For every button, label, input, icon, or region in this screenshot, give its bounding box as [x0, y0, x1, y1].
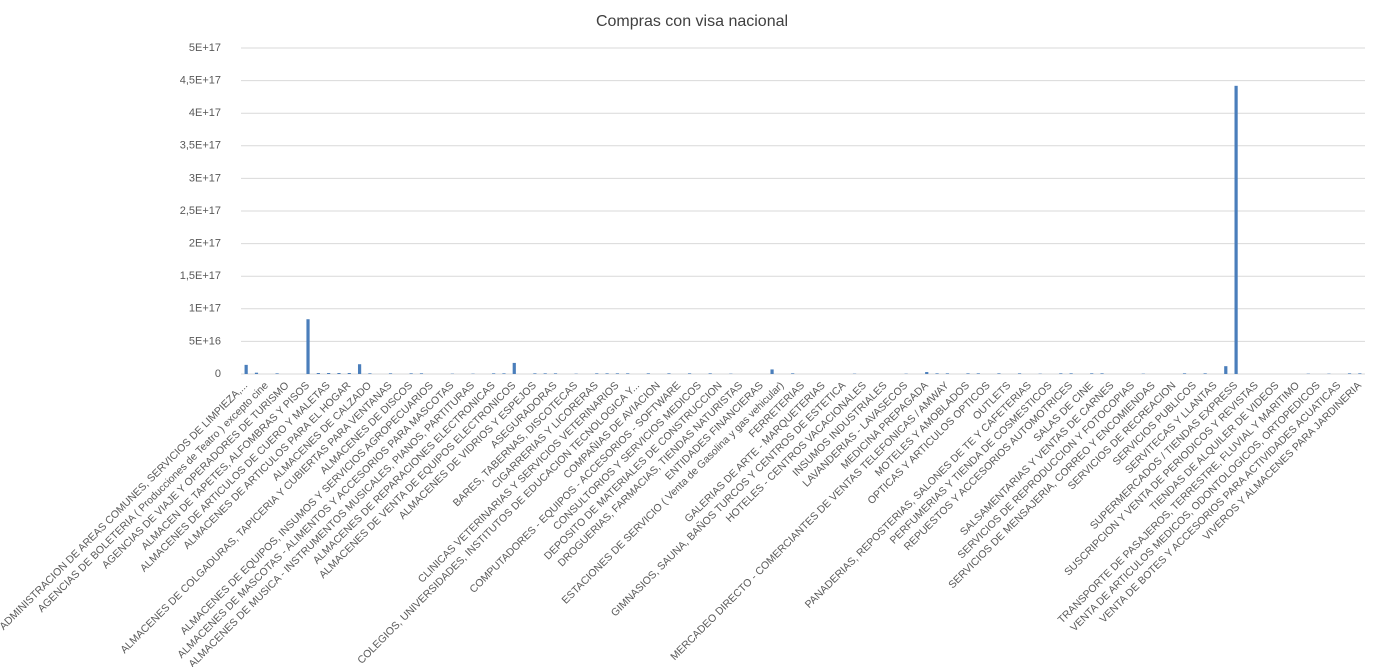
bar — [1059, 373, 1063, 374]
bar — [1358, 373, 1362, 374]
bar — [543, 373, 547, 374]
y-tick-label: 3,5E+17 — [180, 140, 221, 152]
bar — [1100, 373, 1104, 374]
bar — [502, 373, 506, 374]
y-tick-label: 4E+17 — [189, 107, 221, 119]
bar — [553, 373, 558, 374]
bar — [512, 362, 516, 374]
bar — [687, 373, 692, 374]
bar — [1347, 373, 1352, 374]
bar — [419, 373, 424, 374]
bar — [347, 373, 351, 374]
bar — [1224, 366, 1228, 374]
y-tick-label: 1,5E+17 — [180, 270, 221, 282]
bar — [945, 373, 949, 374]
bar — [615, 373, 619, 374]
bar — [1090, 373, 1094, 374]
bar — [275, 373, 279, 374]
y-tick-label: 1E+17 — [189, 303, 221, 315]
bar — [409, 373, 413, 374]
bar — [1017, 373, 1022, 374]
chart-title: Compras con visa nacional — [596, 13, 788, 30]
bar — [605, 373, 609, 374]
bar — [976, 373, 980, 374]
bar — [388, 373, 393, 374]
y-tick-label: 2E+17 — [189, 238, 221, 250]
bar — [368, 373, 372, 374]
bar — [966, 373, 970, 374]
bar — [1203, 373, 1207, 374]
bar — [1069, 373, 1073, 374]
bar — [997, 373, 1001, 374]
bar — [327, 373, 331, 374]
bar — [254, 372, 259, 374]
bar — [244, 364, 248, 374]
bar — [306, 319, 310, 374]
bar — [492, 373, 496, 374]
y-tick-label: 0 — [215, 368, 221, 380]
bar — [533, 373, 537, 374]
y-tick-label: 5E+17 — [189, 42, 221, 54]
bar — [626, 373, 630, 374]
bar — [1182, 373, 1187, 374]
bar — [337, 373, 341, 374]
bar — [316, 373, 320, 374]
y-tick-label: 2,5E+17 — [180, 205, 221, 217]
bar — [708, 373, 712, 374]
bar — [935, 373, 939, 374]
bar — [791, 373, 795, 374]
y-tick-label: 5E+16 — [189, 335, 221, 347]
bar — [357, 364, 362, 374]
bar — [1234, 85, 1238, 374]
bar — [770, 369, 774, 374]
y-tick-label: 4,5E+17 — [180, 75, 221, 87]
bar — [646, 373, 650, 374]
y-tick-label: 3E+17 — [189, 172, 221, 184]
bar — [595, 373, 599, 374]
bar — [667, 373, 671, 374]
bar — [925, 372, 929, 374]
